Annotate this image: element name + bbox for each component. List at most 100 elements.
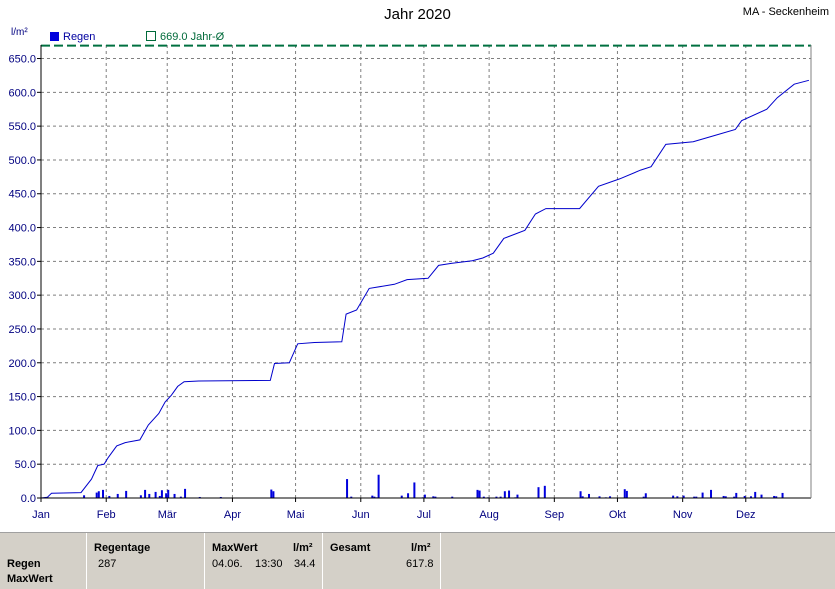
x-tick-label-month: Sep <box>545 509 565 521</box>
rain-bar <box>543 485 546 498</box>
rain-bar <box>710 489 713 498</box>
rain-bar <box>754 491 757 498</box>
rain-bar <box>148 493 151 498</box>
summary-table: Regen MaxWert Regentage 287 MaxWert l/m²… <box>0 532 835 589</box>
rain-bar <box>644 493 647 498</box>
col-gesamt: Gesamt l/m² 617.8 <box>322 533 441 589</box>
y-tick-label: 400.0 <box>8 223 36 235</box>
x-tick-label-month: Mär <box>158 509 177 521</box>
rain-bar <box>451 496 454 498</box>
legend-average-swatch <box>146 31 156 41</box>
row-label-regen: Regen <box>7 558 41 570</box>
rain-bar <box>587 493 590 498</box>
legend-average: 669.0 Jahr-Ø <box>146 31 224 43</box>
rain-bar <box>482 496 485 498</box>
col-maxwert-unit: l/m² <box>293 542 313 554</box>
rain-bar <box>642 496 645 498</box>
rain-bar <box>476 489 479 498</box>
rain-bar <box>733 496 736 498</box>
rain-bar <box>346 479 349 498</box>
rain-bar <box>160 490 163 498</box>
legend-rain-swatch <box>50 32 59 41</box>
rain-bar <box>724 496 727 498</box>
legend-rain-label: Regen <box>63 31 96 43</box>
rain-bar <box>423 494 426 498</box>
rain-bar <box>154 491 157 498</box>
rain-bar <box>377 474 380 498</box>
rain-bar <box>581 496 584 498</box>
y-tick-label: 200.0 <box>8 358 36 370</box>
rain-bar <box>108 495 111 498</box>
rain-bar <box>158 495 161 498</box>
rain-bar <box>219 496 222 498</box>
y-tick-label: 0.0 <box>21 493 36 505</box>
rain-bar <box>413 482 416 498</box>
rain-bar <box>695 496 698 498</box>
x-tick-label-month: Jan <box>32 509 50 521</box>
x-tick-label-month: Jun <box>352 509 370 521</box>
x-tick-label-month: Apr <box>224 509 241 521</box>
rain-bar <box>167 489 170 498</box>
x-tick-label-month: Feb <box>97 509 116 521</box>
rain-bar <box>434 496 437 498</box>
col-maxwert: MaxWert l/m² 04.06. 13:30 34.4 <box>204 533 323 589</box>
rain-bar <box>722 495 725 498</box>
col-gesamt-header: Gesamt <box>330 542 371 554</box>
rain-bar <box>83 495 86 498</box>
rain-bar <box>116 493 119 498</box>
y-tick-label: 300.0 <box>8 290 36 302</box>
x-tick-label-month: Okt <box>609 509 626 521</box>
rain-bar <box>495 496 498 498</box>
rain-bar <box>478 490 481 498</box>
rain-bar <box>102 489 105 498</box>
rain-bar <box>350 496 353 498</box>
rain-bar <box>735 492 738 498</box>
chart-title: Jahr 2020 <box>384 6 451 23</box>
rain-bar <box>598 496 601 498</box>
legend-rain: Regen <box>50 31 95 43</box>
x-tick-label-month: Aug <box>479 509 499 521</box>
rain-bar <box>781 492 784 498</box>
rain-chart: 0.0 50.0 100.0 150.0 200.0 250.0 300.0 350.0 400… <box>8 44 812 521</box>
col-maxwert-date: 04.06. <box>212 558 243 570</box>
col-regentage: Regentage 287 <box>86 533 205 589</box>
rain-bar <box>198 496 201 498</box>
rain-bar <box>623 489 626 498</box>
rain-bar <box>609 496 612 498</box>
rain-bar <box>775 496 778 498</box>
y-tick-label: 150.0 <box>8 392 36 404</box>
rain-bar <box>537 487 540 498</box>
rain-bar <box>139 495 142 498</box>
rain-bar <box>516 494 519 498</box>
col-gesamt-unit: l/m² <box>411 542 431 554</box>
col-regentage-header: Regentage <box>94 542 151 554</box>
rain-bar <box>432 496 435 498</box>
rain-bar <box>165 493 168 498</box>
rain-bar <box>625 490 628 498</box>
rain-bar <box>270 489 273 498</box>
rain-bar <box>499 496 502 498</box>
col-maxwert-header: MaxWert <box>212 542 258 554</box>
rain-bar <box>743 495 746 498</box>
rain-bar <box>676 496 679 498</box>
cumulative-rain-line <box>40 79 810 499</box>
x-tick-label-month: Mai <box>287 509 305 521</box>
x-tick-label-month: Nov <box>673 509 693 521</box>
station-name: MA - Seckenheim <box>742 6 829 18</box>
rain-bar <box>371 495 374 498</box>
y-tick-label: 100.0 <box>8 425 36 437</box>
rain-bar <box>749 496 752 498</box>
rain-bar <box>760 494 763 498</box>
rain-bar <box>179 496 182 498</box>
y-tick-label: 50.0 <box>15 459 36 471</box>
rain-bar <box>173 493 176 498</box>
x-tick-label-month: Dez <box>736 509 756 521</box>
row-labels: Regen MaxWert <box>0 533 87 589</box>
row-label-maxwert: MaxWert <box>7 573 53 585</box>
y-tick-label: 250.0 <box>8 324 36 336</box>
rain-bar <box>579 491 582 498</box>
col-maxwert-time: 13:30 <box>255 558 283 570</box>
rain-bar <box>682 495 685 498</box>
rain-bar <box>125 490 128 498</box>
y-tick-label: 500.0 <box>8 155 36 167</box>
